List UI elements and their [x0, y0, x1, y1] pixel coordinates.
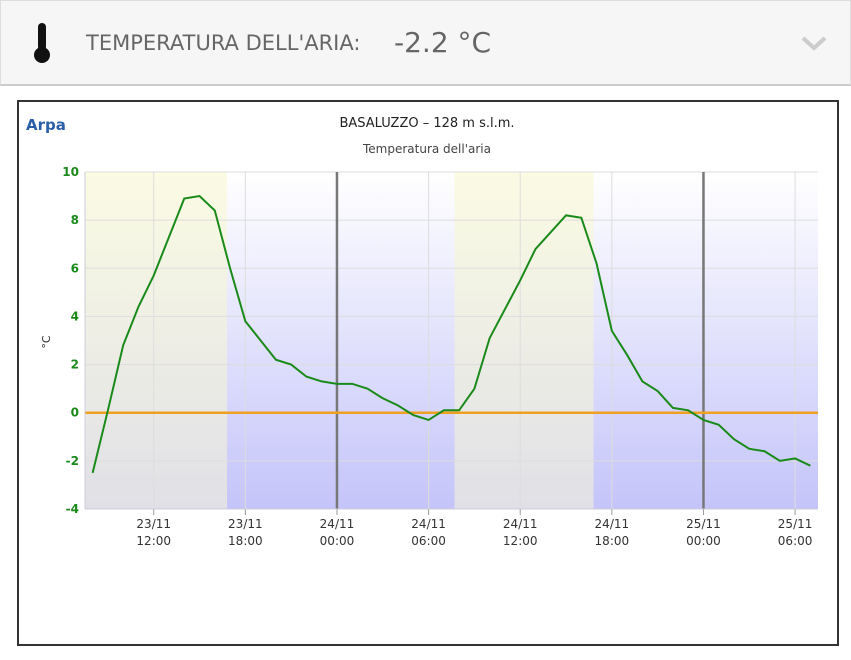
x-tick-label: 24/11 06:00 — [411, 517, 446, 548]
header[interactable]: TEMPERATURA DELL'ARIA: -2.2 °C — [0, 0, 851, 86]
y-tick-label: -2 — [66, 454, 79, 468]
chart-subtitle: Temperatura dell'aria — [362, 142, 491, 156]
y-tick-label: 8 — [71, 213, 79, 227]
daylight-band — [85, 172, 228, 509]
y-tick-label: 0 — [71, 406, 79, 420]
logo: Arpa — [26, 116, 66, 134]
y-tick-label: 2 — [71, 358, 79, 372]
header-title: TEMPERATURA DELL'ARIA: — [86, 31, 361, 55]
chevron[interactable] — [801, 35, 827, 51]
thermometer-icon — [34, 23, 50, 63]
x-tick-label: 24/11 18:00 — [594, 517, 630, 548]
y-tick-label: 6 — [71, 261, 79, 275]
chart-title: BASALUZZO – 128 m s.l.m. — [339, 116, 514, 131]
y-tick-label: -4 — [66, 502, 79, 516]
data-line — [91, 195, 811, 474]
x-tick-label: 25/11 00:00 — [686, 517, 721, 548]
y-tick-label: 4 — [71, 309, 79, 323]
x-tick-label: 24/11 12:00 — [502, 517, 538, 548]
daylight-band — [454, 172, 594, 509]
x-tick-label: 23/11 18:00 — [228, 517, 263, 548]
chart-box — [17, 100, 839, 646]
x-tick-label: 24/11 00:00 — [319, 517, 355, 548]
y-tick-label: 10 — [62, 165, 79, 179]
header-value: -2.2 °C — [394, 26, 492, 59]
x-tick-label: 23/11 12:00 — [136, 517, 172, 548]
y-axis-label: °C — [40, 335, 53, 349]
x-tick-label: 25/11 06:00 — [777, 517, 813, 548]
